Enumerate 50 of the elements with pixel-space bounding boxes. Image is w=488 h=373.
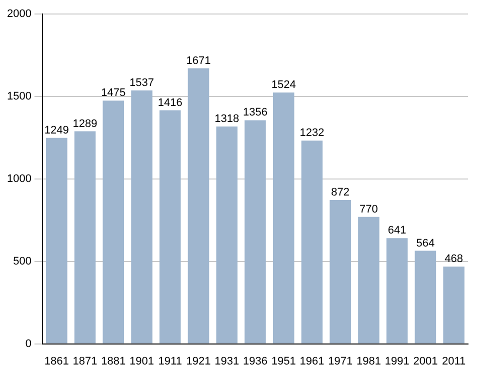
bar (159, 110, 181, 344)
y-tick-label: 1000 (6, 172, 32, 185)
x-tick-label: 2001 (413, 355, 438, 368)
x-tick-label: 1881 (101, 355, 126, 368)
data-label: 1524 (271, 79, 296, 92)
bar (358, 216, 380, 344)
x-tick-label: 1936 (242, 355, 268, 368)
x-tick-label: 1861 (44, 355, 69, 368)
data-label: 1356 (242, 106, 268, 119)
data-label: 1232 (300, 127, 324, 140)
data-label: 770 (360, 203, 378, 216)
x-tick-label: 2011 (442, 355, 466, 368)
data-label: 1249 (44, 124, 69, 136)
data-label: 1289 (72, 118, 98, 130)
data-label: 1318 (214, 112, 240, 125)
bar (244, 120, 266, 344)
x-tick-label: 1931 (214, 355, 240, 368)
bar (443, 266, 464, 344)
bar (301, 140, 323, 344)
x-tick-label: 1951 (271, 355, 296, 368)
x-tick-label: 1971 (328, 355, 353, 368)
data-label: 1475 (101, 87, 126, 100)
x-tick-label: 1981 (356, 355, 381, 368)
bar (386, 238, 408, 344)
x-tick-label: 1871 (72, 355, 98, 368)
data-label: 1537 (130, 76, 154, 89)
data-label: 468 (444, 253, 463, 266)
bar (131, 90, 152, 344)
data-label: 1416 (158, 96, 182, 109)
bar (74, 131, 96, 344)
y-tick-label: 2000 (6, 8, 32, 20)
bar (216, 126, 238, 344)
x-tick-label: 1921 (186, 355, 211, 368)
bar (46, 138, 68, 344)
y-tick-label: 0 (25, 338, 32, 350)
bar (414, 250, 436, 344)
data-label: 641 (388, 224, 406, 237)
bar (102, 100, 124, 344)
data-label: 1671 (186, 54, 211, 67)
data-label: 564 (416, 237, 435, 250)
y-tick-label: 1500 (6, 90, 32, 102)
data-label: 872 (331, 186, 350, 199)
y-tick-label: 500 (13, 255, 32, 268)
bar (272, 92, 294, 344)
bar (188, 68, 210, 344)
x-tick-label: 1991 (384, 355, 410, 368)
x-tick-label: 1911 (158, 355, 182, 368)
x-tick-label: 1961 (300, 355, 324, 368)
x-tick-label: 1901 (130, 355, 154, 368)
bar (330, 200, 351, 344)
